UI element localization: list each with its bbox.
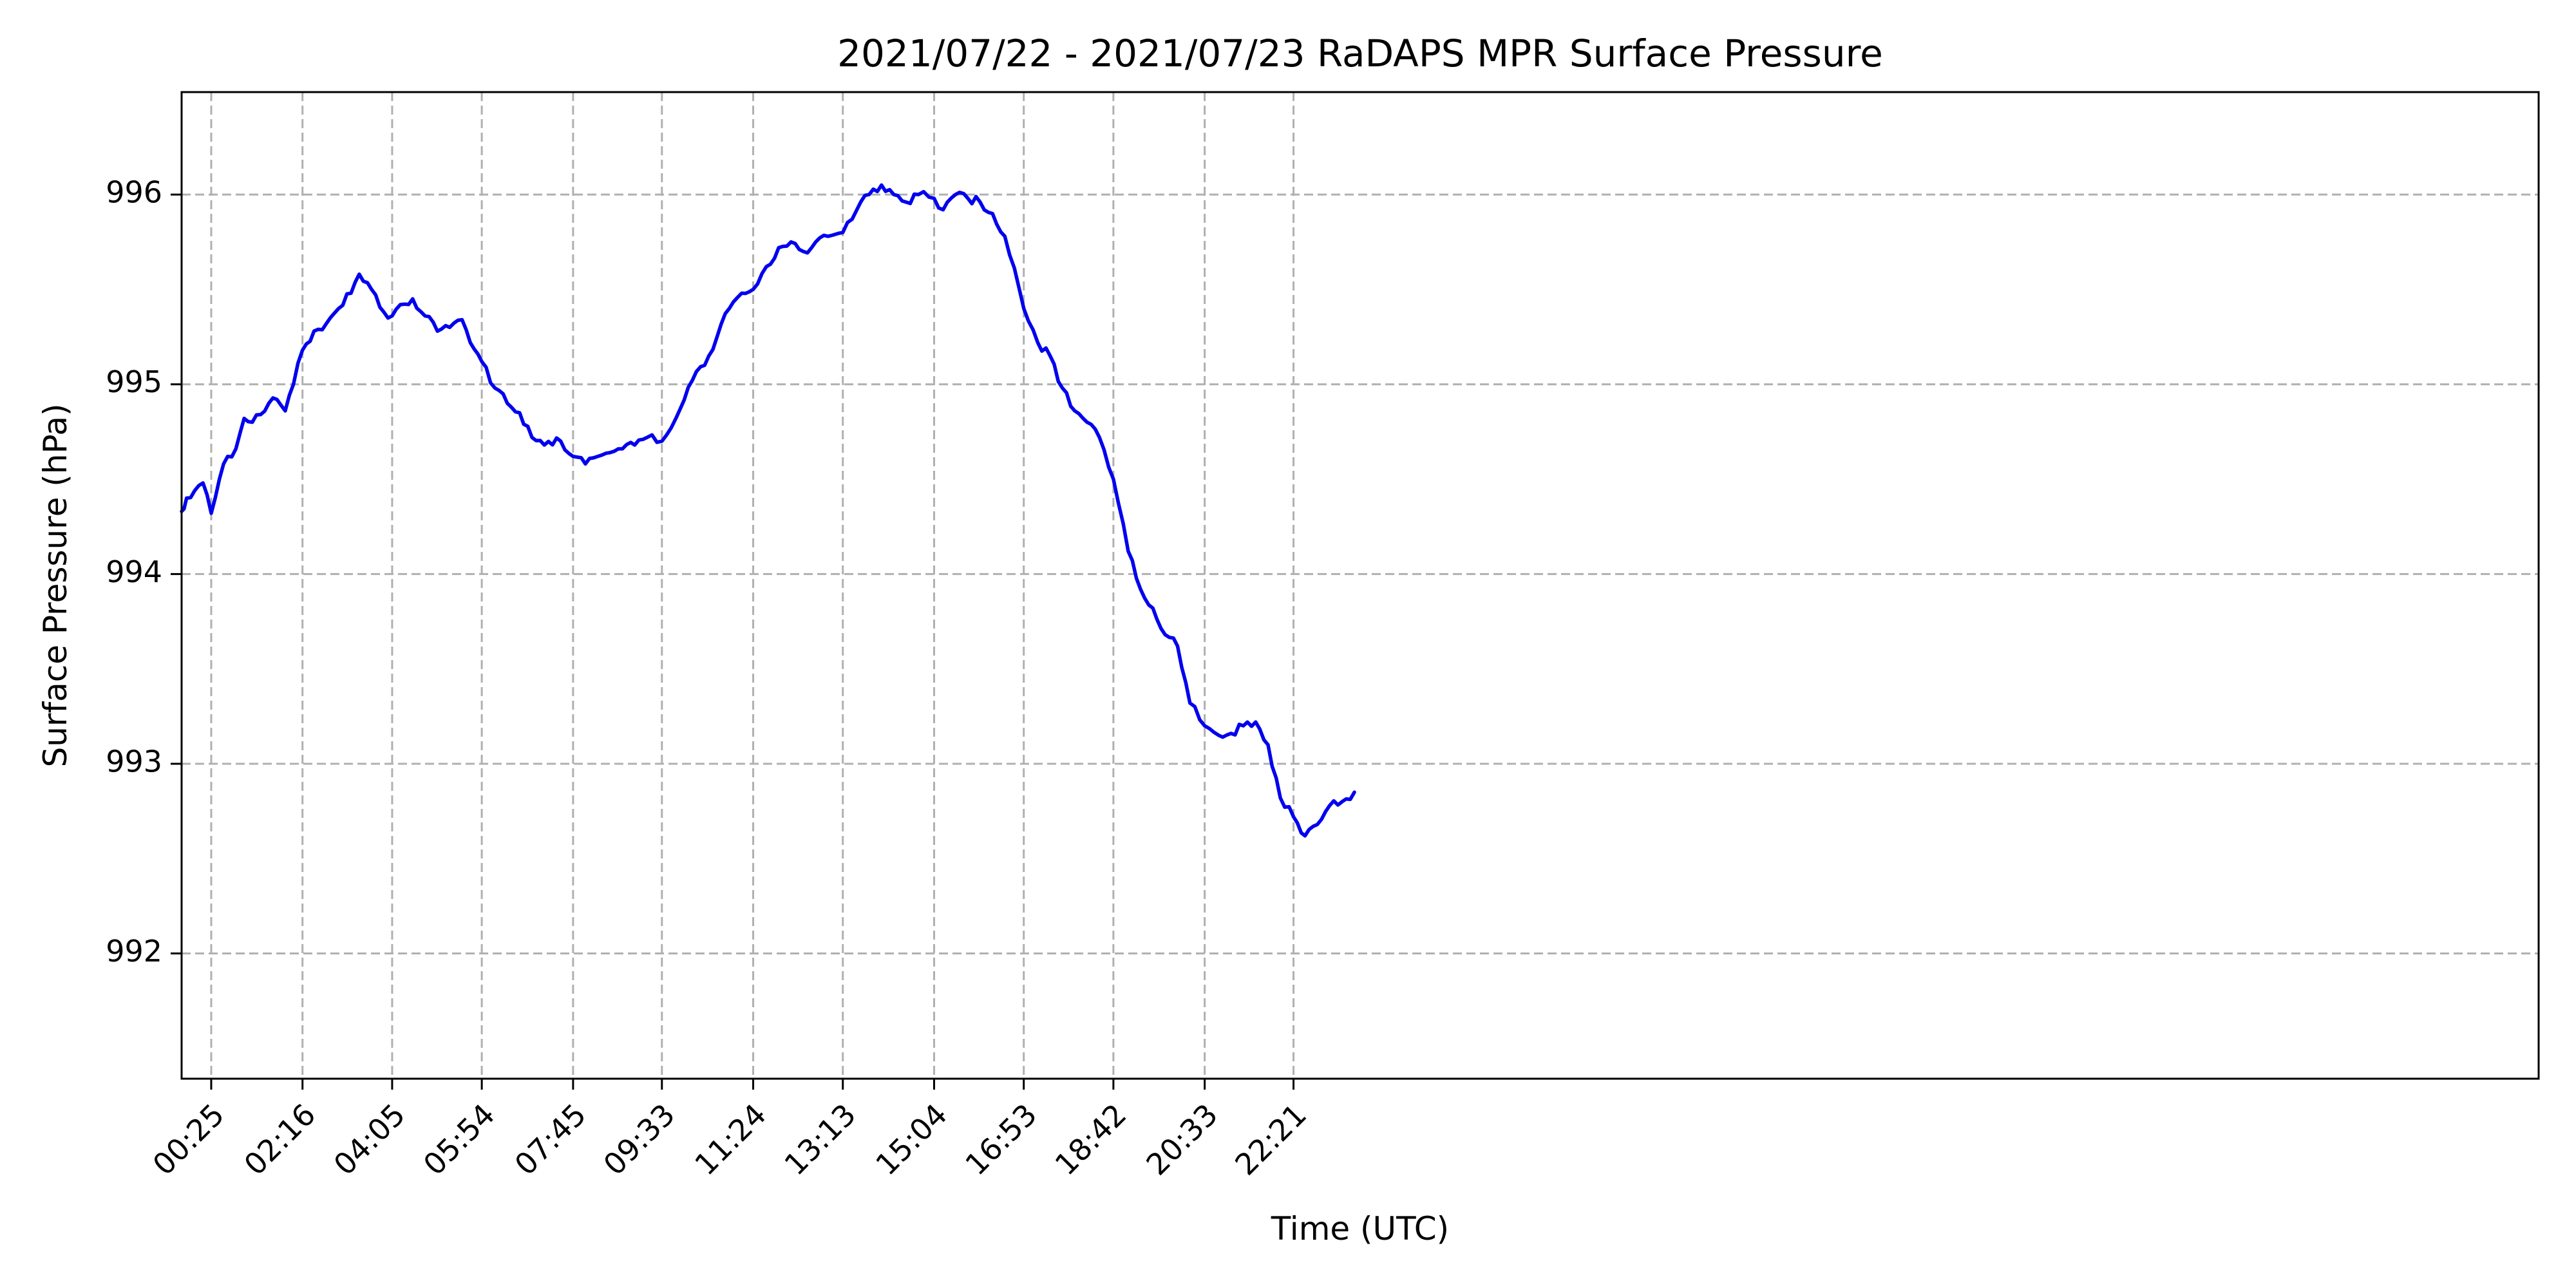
chart-title: 2021/07/22 - 2021/07/23 RaDAPS MPR Surfa… xyxy=(837,32,1883,75)
series-layer xyxy=(180,183,1356,838)
y-tick-label: 993 xyxy=(106,744,162,779)
x-axis-label: Time (UTC) xyxy=(1271,1210,1449,1247)
y-axis-label: Surface Pressure (hPa) xyxy=(37,403,74,767)
y-tick-label: 995 xyxy=(106,365,162,399)
axis-ticks xyxy=(171,193,1295,1090)
y-tick-label: 996 xyxy=(106,175,162,210)
y-tick-label: 992 xyxy=(106,934,162,969)
plot-frame xyxy=(180,91,2540,1080)
grid-lines xyxy=(182,92,2539,1079)
y-tick-label: 994 xyxy=(106,554,162,589)
y-tick-labels: 992 993 994 995 996 xyxy=(106,175,162,969)
series-line-0 xyxy=(180,183,1356,838)
